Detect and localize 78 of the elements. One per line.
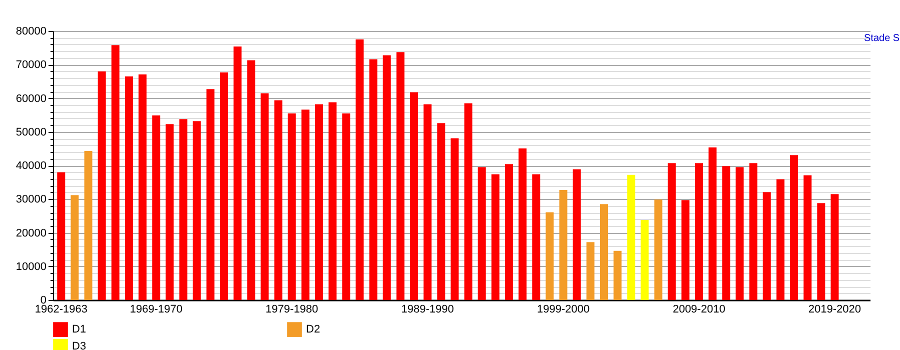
bar (166, 124, 174, 300)
bar (830, 194, 839, 300)
bar (776, 179, 784, 300)
bar (356, 39, 364, 300)
bar (736, 167, 744, 300)
bar (749, 163, 758, 300)
bar (627, 174, 636, 300)
legend-label: D3 (72, 340, 86, 350)
bar (654, 199, 662, 300)
bar (152, 115, 160, 300)
bar (410, 92, 418, 300)
x-tick-label: 1989-1990 (401, 304, 454, 316)
y-tick-label: 70000 (16, 59, 46, 72)
bar (640, 220, 649, 300)
bar (84, 151, 92, 300)
legend-label: D1 (72, 324, 86, 336)
x-tick-label: 2019-2020 (808, 304, 862, 316)
bar (600, 204, 608, 300)
bar (722, 166, 730, 300)
bar (111, 45, 120, 300)
x-tick-label: 1979-1980 (266, 304, 318, 316)
bar (572, 169, 581, 300)
bar (247, 60, 256, 300)
bar (790, 155, 798, 300)
bar (708, 147, 717, 300)
bar (546, 212, 554, 300)
bar (138, 74, 147, 300)
y-tick-label: 80000 (16, 26, 46, 38)
bar (518, 148, 527, 300)
x-tick-label: 1969-1970 (130, 304, 182, 316)
bar (234, 46, 242, 300)
bar (260, 93, 269, 300)
bar (695, 163, 703, 300)
x-tick-label: 2009-2010 (672, 304, 726, 316)
bar (382, 55, 391, 300)
y-tick-label: 30000 (16, 194, 46, 206)
y-tick-label: 20000 (16, 227, 46, 240)
bar (288, 113, 296, 300)
bar (614, 250, 622, 300)
y-tick-label: 60000 (16, 92, 46, 105)
bar (817, 203, 826, 300)
bar (315, 104, 323, 300)
bar (668, 163, 676, 300)
bar (424, 104, 432, 300)
y-tick-label: 0 (40, 294, 46, 306)
annotation: Stade S (864, 33, 900, 44)
bar (274, 100, 282, 300)
bar (804, 175, 812, 300)
bar (532, 174, 540, 300)
bar (762, 192, 771, 300)
bar (342, 113, 350, 300)
y-tick-label: 50000 (16, 126, 46, 138)
bar (491, 174, 500, 300)
bar (559, 190, 568, 300)
bar (328, 102, 337, 300)
bar (450, 138, 459, 300)
bar (464, 103, 472, 300)
y-tick-label: 10000 (16, 260, 46, 273)
bar (437, 123, 446, 300)
bar (179, 119, 188, 300)
bar (586, 242, 594, 300)
x-tick-label: 1962-1963 (34, 304, 88, 316)
bar (681, 200, 690, 300)
bar (192, 121, 201, 300)
bar (98, 71, 106, 300)
bar (301, 110, 310, 300)
bar (505, 164, 513, 300)
bar (396, 52, 404, 300)
bar (57, 172, 66, 300)
bar (369, 59, 378, 300)
bar (70, 195, 79, 300)
x-tick-label: 1999-2000 (536, 304, 590, 316)
legend-label: D2 (306, 324, 320, 336)
bar (220, 72, 228, 300)
bar (206, 89, 214, 300)
bar (125, 76, 133, 300)
bar (478, 167, 486, 300)
y-tick-label: 40000 (16, 160, 46, 172)
